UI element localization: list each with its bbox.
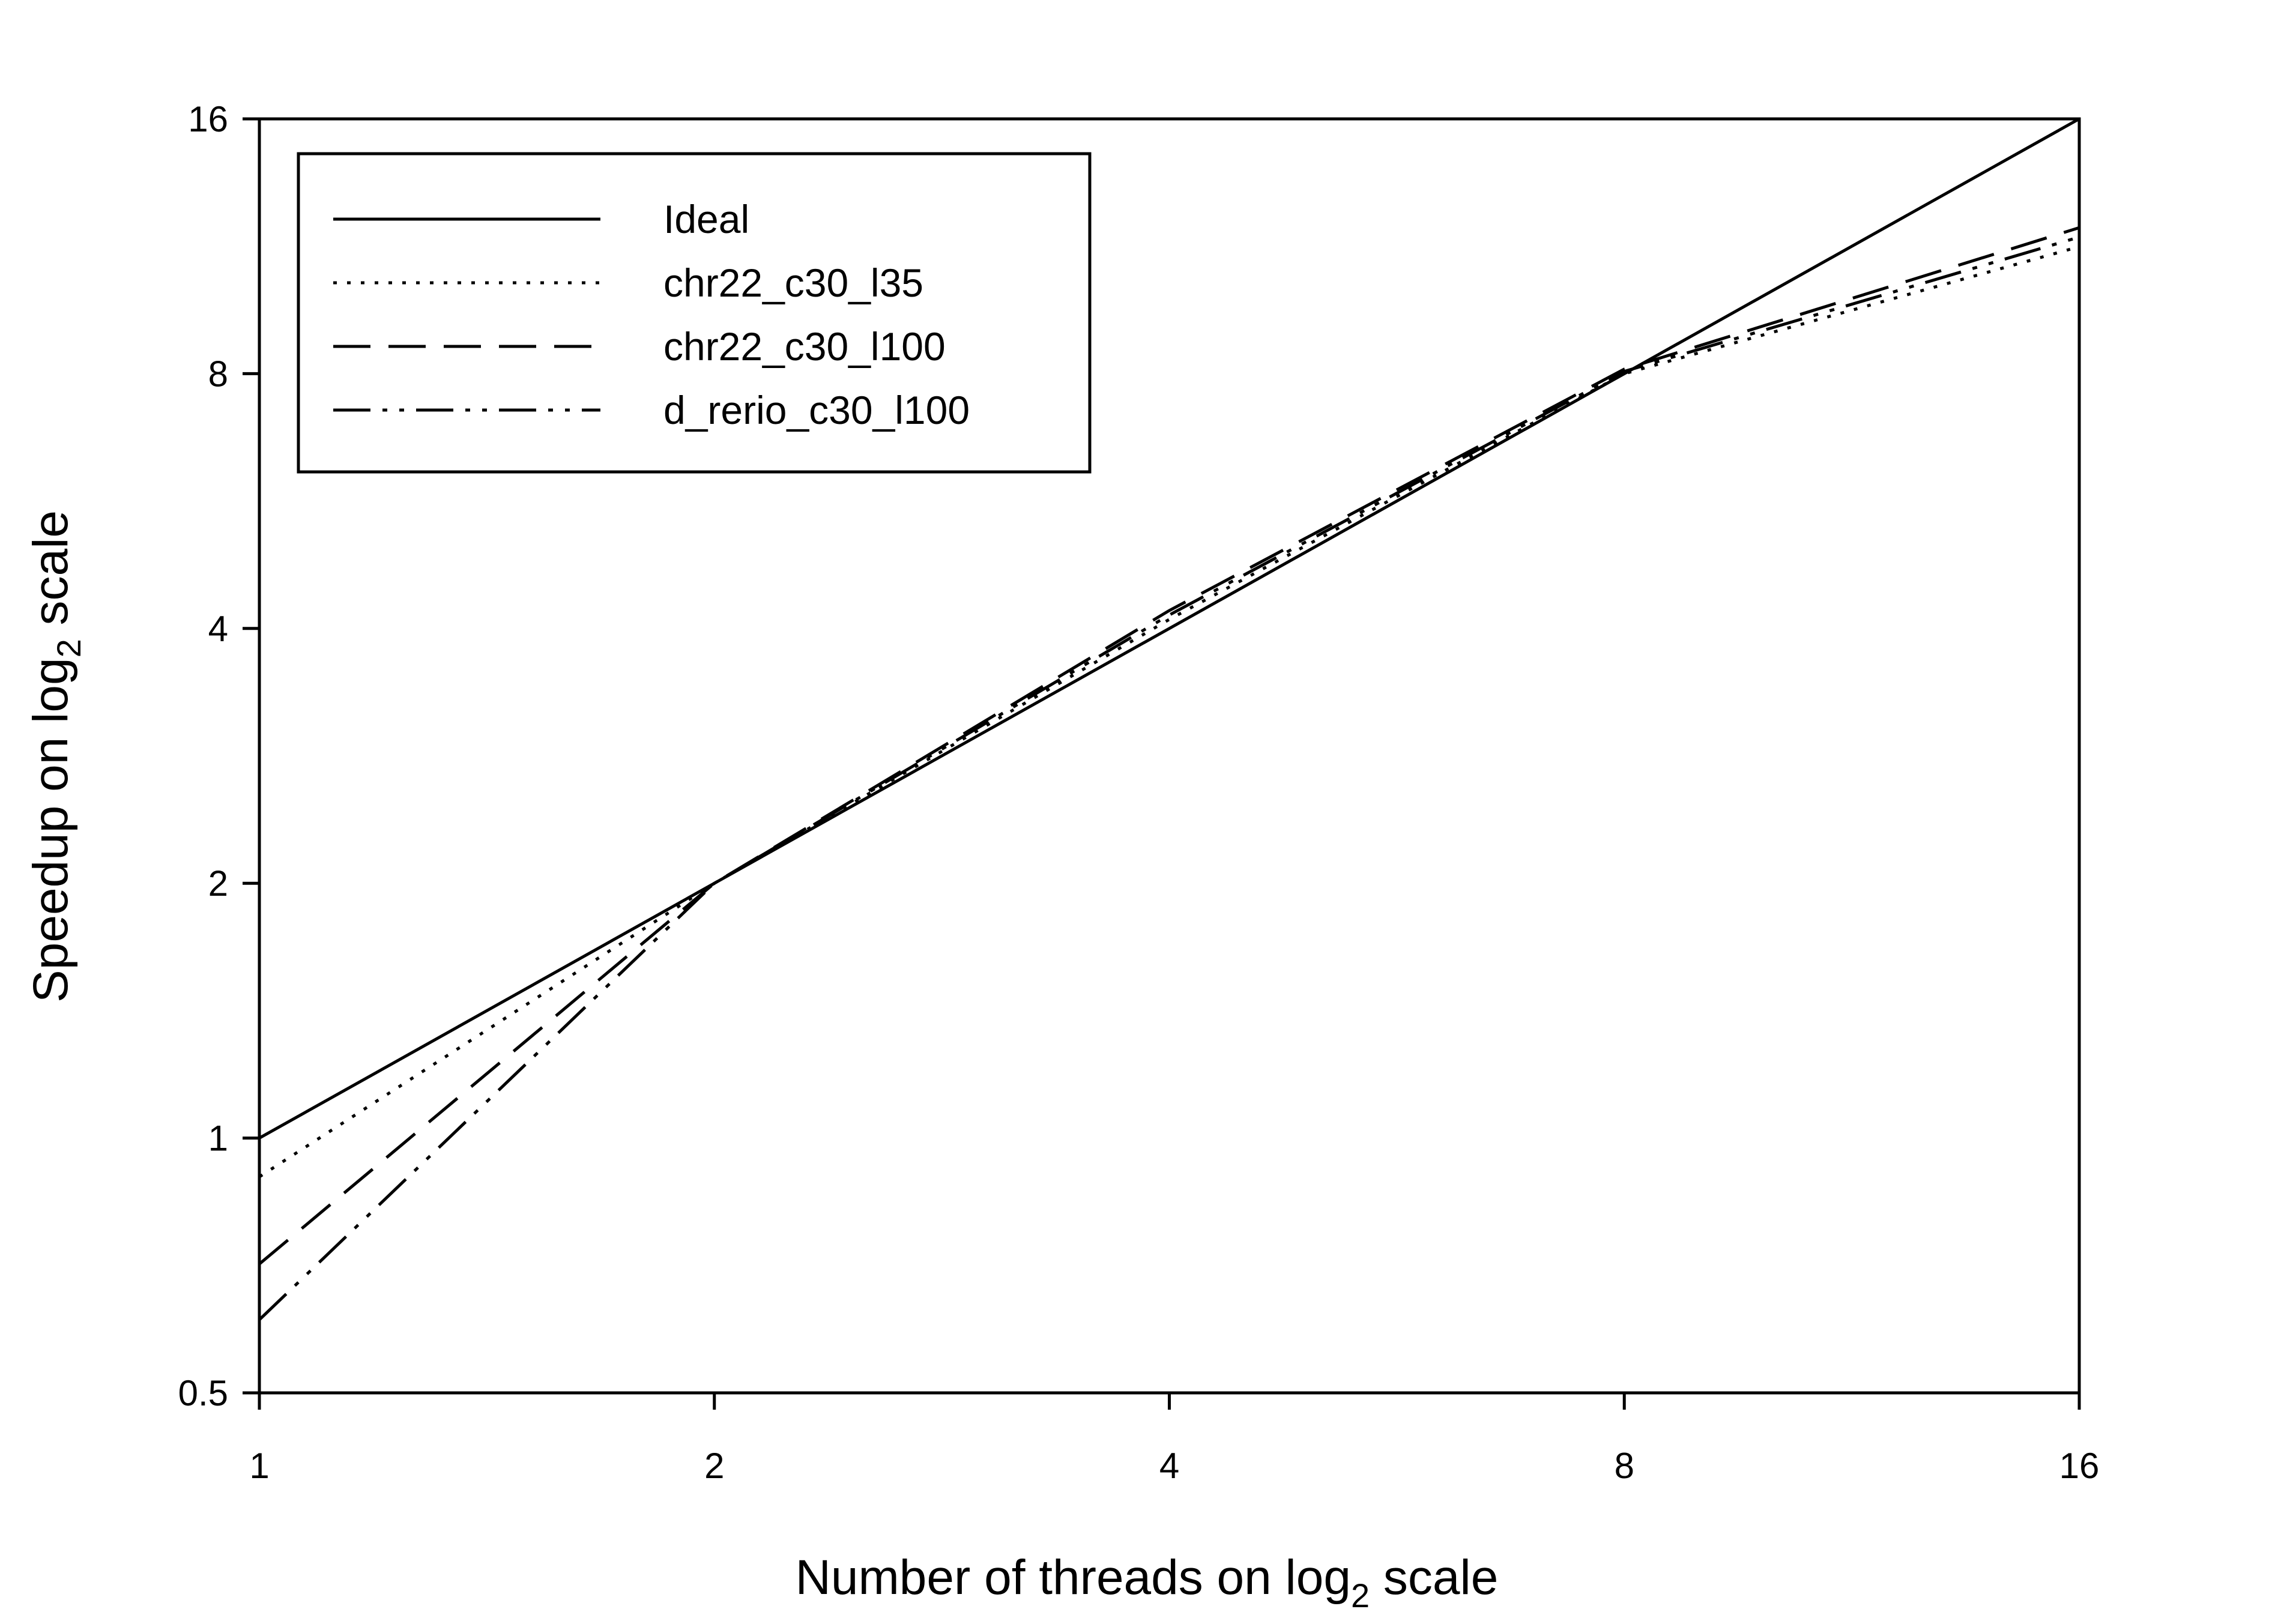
legend: Ideal chr22_c30_l35 chr22_c30_l100 d_rerio_… xyxy=(297,152,1092,474)
y-tick-label-0: 0.5 xyxy=(178,1373,228,1413)
y-axis-label: Speedup on log2 scale xyxy=(23,510,88,1003)
legend-label-1: chr22_c30_l35 xyxy=(663,261,923,305)
series-line-2 xyxy=(258,226,2080,1266)
x-tick-label-4: 16 xyxy=(2059,1446,2100,1486)
series-layer xyxy=(258,117,2080,1321)
legend-label-2: chr22_c30_l100 xyxy=(663,324,946,369)
series-line-3 xyxy=(258,235,2080,1321)
legend-label-0: Ideal xyxy=(663,197,749,241)
x-tick-label-2: 4 xyxy=(1159,1446,1179,1486)
y-tick-label-4: 8 xyxy=(208,354,228,394)
legend-items: Ideal chr22_c30_l35 chr22_c30_l100 d_rerio_… xyxy=(333,197,970,432)
legend-label-3: d_rerio_c30_l100 xyxy=(663,388,970,432)
x-axis: 1 2 4 8 16 xyxy=(249,1393,2099,1486)
y-tick-label-2: 2 xyxy=(208,863,228,904)
y-tick-label-5: 16 xyxy=(188,99,228,139)
legend-box xyxy=(297,152,1092,474)
y-tick-label-1: 1 xyxy=(208,1118,228,1159)
y-axis: 0.5 1 2 4 8 16 xyxy=(178,99,259,1413)
x-tick-label-0: 1 xyxy=(249,1446,269,1486)
x-tick-label-1: 2 xyxy=(704,1446,724,1486)
series-line-1 xyxy=(258,245,2080,1179)
x-tick-label-3: 8 xyxy=(1615,1446,1634,1486)
series-line-0 xyxy=(258,117,2080,1140)
y-tick-label-3: 4 xyxy=(208,609,228,649)
x-axis-label: Number of threads on log2 scale xyxy=(796,1550,1499,1614)
